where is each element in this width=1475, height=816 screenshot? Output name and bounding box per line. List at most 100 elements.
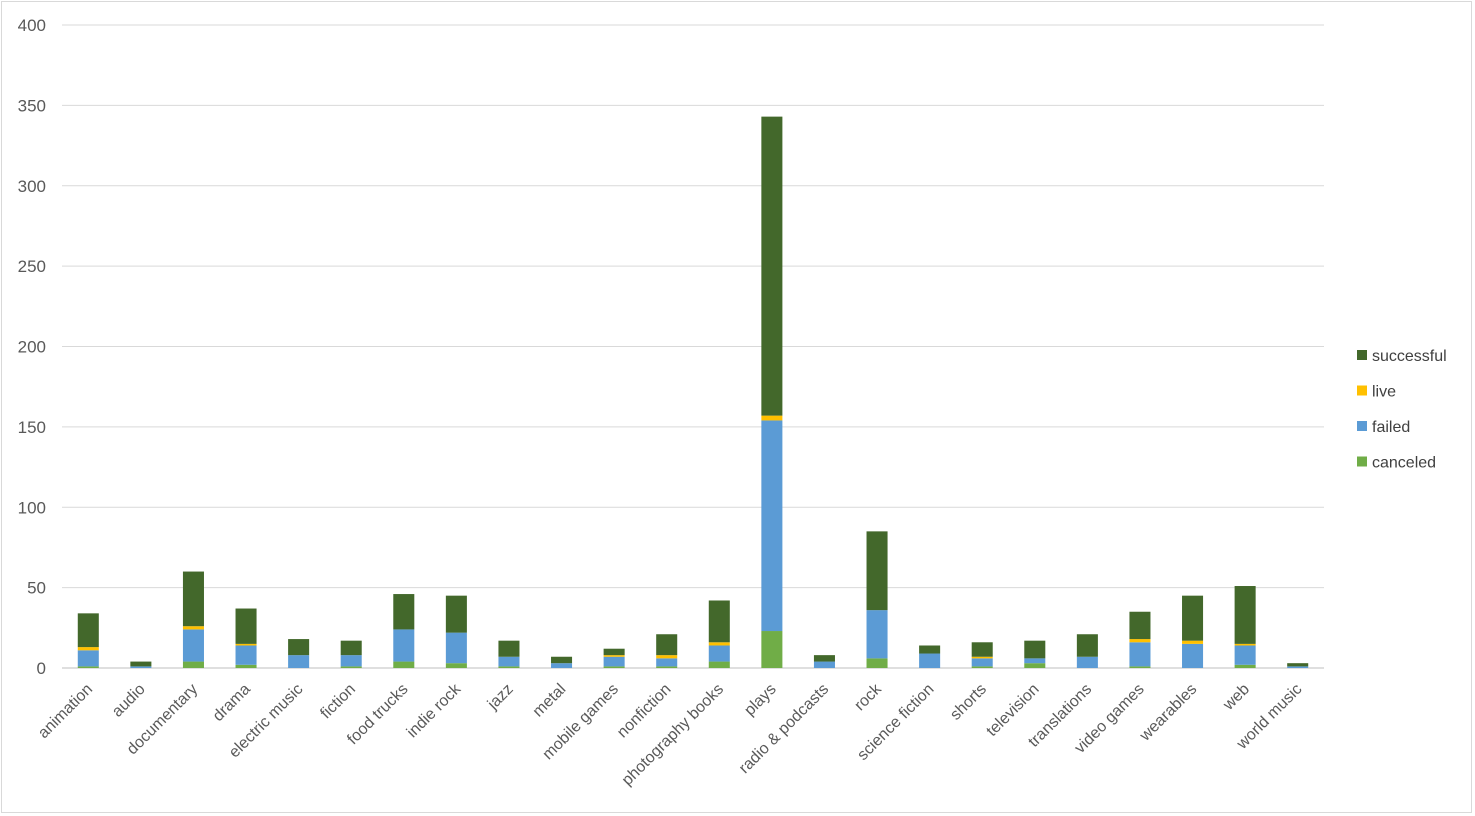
x-tick-label: metal [530, 681, 570, 721]
bar-segment-live [235, 643, 257, 646]
bar-segment-canceled [77, 666, 99, 668]
bar-segment-canceled [182, 661, 204, 668]
bar-segment-live [1182, 640, 1204, 644]
x-tick-label: wearables [1136, 681, 1200, 745]
bar-segment-failed [761, 420, 783, 632]
y-tick-label: 150 [18, 418, 46, 437]
y-tick-label: 300 [18, 177, 46, 196]
bar-segment-successful [919, 645, 941, 654]
legend-label-canceled: canceled [1372, 455, 1436, 472]
legend-swatch-failed [1357, 421, 1367, 431]
bar-segment-failed [1182, 643, 1204, 668]
bar-segment-failed [393, 629, 415, 662]
bar-segment-canceled [866, 658, 888, 668]
x-tick-label: animation [35, 681, 96, 742]
bar-segment-failed [919, 653, 941, 668]
legend-swatch-successful [1357, 350, 1367, 360]
bar-segment-successful [235, 608, 257, 644]
bar-segment-successful [340, 640, 362, 656]
bar-segment-live [1129, 639, 1151, 643]
bar-segment-successful [445, 595, 467, 633]
bar-segment-canceled [340, 666, 362, 668]
bar-segment-failed [813, 661, 835, 668]
bar-segment-successful [130, 661, 152, 667]
x-tick-label: drama [210, 681, 254, 725]
y-tick-label: 250 [18, 257, 46, 276]
bar-segment-live [708, 642, 730, 646]
bar-segment-canceled [235, 664, 257, 668]
bar-segment-canceled [656, 666, 678, 668]
bar-segment-canceled [1129, 666, 1151, 668]
bar-segment-failed [340, 655, 362, 667]
bar-segment-successful [708, 600, 730, 643]
x-tick-label: audio [109, 681, 149, 721]
bar-segment-failed [288, 655, 310, 668]
bar-segment-successful [1234, 586, 1256, 644]
bar-segment-successful [1287, 663, 1309, 667]
bar-segment-failed [498, 656, 520, 667]
bar-segment-failed [656, 658, 678, 667]
bar-segment-canceled [603, 666, 625, 668]
legend-label-failed: failed [1372, 419, 1410, 436]
y-tick-label: 400 [18, 16, 46, 35]
bar-segment-successful [551, 656, 573, 664]
bar-segment-canceled [971, 666, 993, 668]
bar-segment-successful [1129, 611, 1151, 640]
bar-segment-successful [1024, 640, 1046, 659]
x-tick-label: indie rock [404, 680, 465, 741]
bar-segment-canceled [445, 663, 467, 668]
bar-segment-successful [182, 571, 204, 627]
bar-segment-failed [1287, 666, 1309, 668]
bar-segment-successful [393, 594, 415, 630]
legend-swatch-live [1357, 385, 1367, 396]
bar-segment-failed [551, 663, 573, 668]
x-tick-label: rock [851, 680, 885, 714]
bar-segment-successful [971, 642, 993, 657]
x-tick-label: radio & podcasts [736, 681, 832, 777]
bar-segment-successful [1076, 634, 1098, 657]
y-tick-label: 200 [18, 338, 46, 357]
bar-segment-failed [1129, 642, 1151, 667]
x-tick-label: shorts [947, 681, 990, 724]
y-axis: 0 50 100 150 200 250 300 350 400 [18, 16, 46, 678]
bar-segment-live [77, 647, 99, 651]
y-tick-label: 350 [18, 96, 46, 115]
bar-segment-failed [130, 666, 152, 668]
legend-label-live: live [1372, 384, 1396, 401]
x-tick-label: photography books [619, 681, 727, 789]
legend: successful live failed canceled [1357, 348, 1447, 472]
bar-segment-failed [971, 658, 993, 667]
y-tick-label: 50 [27, 579, 46, 598]
bar-segment-live [761, 415, 783, 421]
bar-segment-failed [603, 656, 625, 667]
legend-swatch-canceled [1357, 456, 1367, 467]
bar-segment-canceled [761, 631, 783, 668]
bar-segment-failed [77, 650, 99, 667]
bar-segment-canceled [498, 666, 520, 668]
bar-segment-live [1234, 643, 1256, 646]
bar-segment-live [182, 626, 204, 630]
bar-segment-failed [235, 645, 257, 665]
bar-segment-successful [603, 648, 625, 656]
bars [77, 116, 1309, 668]
bar-segment-successful [656, 634, 678, 656]
y-tick-label: 100 [18, 498, 46, 517]
legend-label-successful: successful [1372, 348, 1447, 365]
x-tick-label: plays [741, 681, 779, 719]
bar-segment-live [603, 655, 625, 657]
bar-segment-failed [1234, 645, 1256, 665]
bar-segment-failed [1024, 658, 1046, 664]
x-tick-label: web [1219, 681, 1253, 715]
bar-segment-failed [1076, 656, 1098, 668]
x-tick-label: fiction [317, 681, 359, 723]
bar-segment-successful [77, 613, 99, 648]
x-tick-label: jazz [484, 681, 517, 714]
bar-segment-failed [445, 632, 467, 664]
bar-segment-live [656, 655, 678, 659]
bar-segment-successful [866, 531, 888, 611]
bar-segment-canceled [708, 661, 730, 668]
gridlines [62, 24, 1324, 669]
